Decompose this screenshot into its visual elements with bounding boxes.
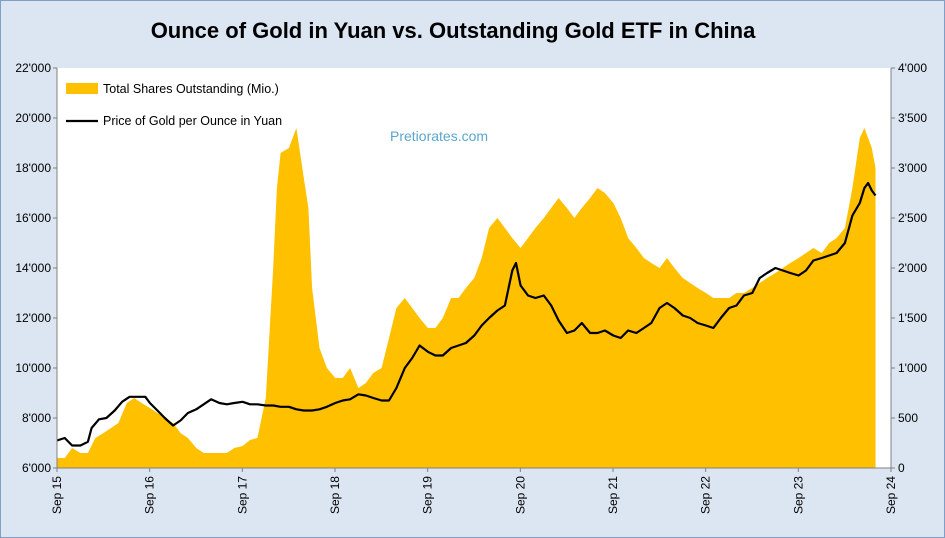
x-tick-label: Sep 24 xyxy=(884,476,898,514)
right-tick-label: 1'500 xyxy=(898,311,927,325)
area-series-layer xyxy=(57,128,876,468)
area-series-shares-outstanding xyxy=(57,128,876,468)
right-tick-label: 500 xyxy=(898,411,918,425)
x-tick-label: Sep 23 xyxy=(791,476,805,514)
right-tick-label: 3'500 xyxy=(898,111,927,125)
x-tick-label: Sep 16 xyxy=(143,476,157,514)
watermark: Pretiorates.com xyxy=(390,128,488,144)
right-tick-label: 4'000 xyxy=(898,61,927,75)
left-tick-label: 6'000 xyxy=(22,461,51,475)
x-tick-label: Sep 18 xyxy=(328,476,342,514)
x-tick-label: Sep 17 xyxy=(235,476,249,514)
left-tick-label: 14'000 xyxy=(15,261,51,275)
legend-swatch-area xyxy=(66,83,98,94)
right-tick-label: 2'000 xyxy=(898,261,927,275)
left-tick-label: 16'000 xyxy=(15,211,51,225)
right-tick-label: 0 xyxy=(898,461,905,475)
right-tick-label: 1'000 xyxy=(898,361,927,375)
line-series-layer xyxy=(56,181,877,447)
x-tick-label: Sep 22 xyxy=(699,476,713,514)
legend-label-shares: Total Shares Outstanding (Mio.) xyxy=(103,82,279,96)
x-tick-label: Sep 21 xyxy=(606,476,620,514)
right-tick-label: 2'500 xyxy=(898,211,927,225)
left-tick-label: 20'000 xyxy=(15,111,51,125)
left-tick-label: 8'000 xyxy=(22,411,51,425)
right-tick-label: 3'000 xyxy=(898,161,927,175)
line-series-gold-price xyxy=(56,181,877,447)
left-tick-label: 10'000 xyxy=(15,361,51,375)
left-tick-label: 18'000 xyxy=(15,161,51,175)
axes: 6'000 8'000 10'000 12'000 14'000 16'000 18'000… xyxy=(15,61,927,514)
legend: Total Shares Outstanding (Mio.) Price of … xyxy=(66,82,282,128)
x-tick-label: Sep 19 xyxy=(421,476,435,514)
left-tick-label: 22'000 xyxy=(15,61,51,75)
legend-label-gold-price: Price of Gold per Ounce in Yuan xyxy=(103,114,282,128)
chart-title: Ounce of Gold in Yuan vs. Outstanding Go… xyxy=(150,18,756,43)
x-tick-label: Sep 20 xyxy=(513,476,527,514)
left-tick-label: 12'000 xyxy=(15,311,51,325)
x-tick-label: Sep 15 xyxy=(50,476,64,514)
